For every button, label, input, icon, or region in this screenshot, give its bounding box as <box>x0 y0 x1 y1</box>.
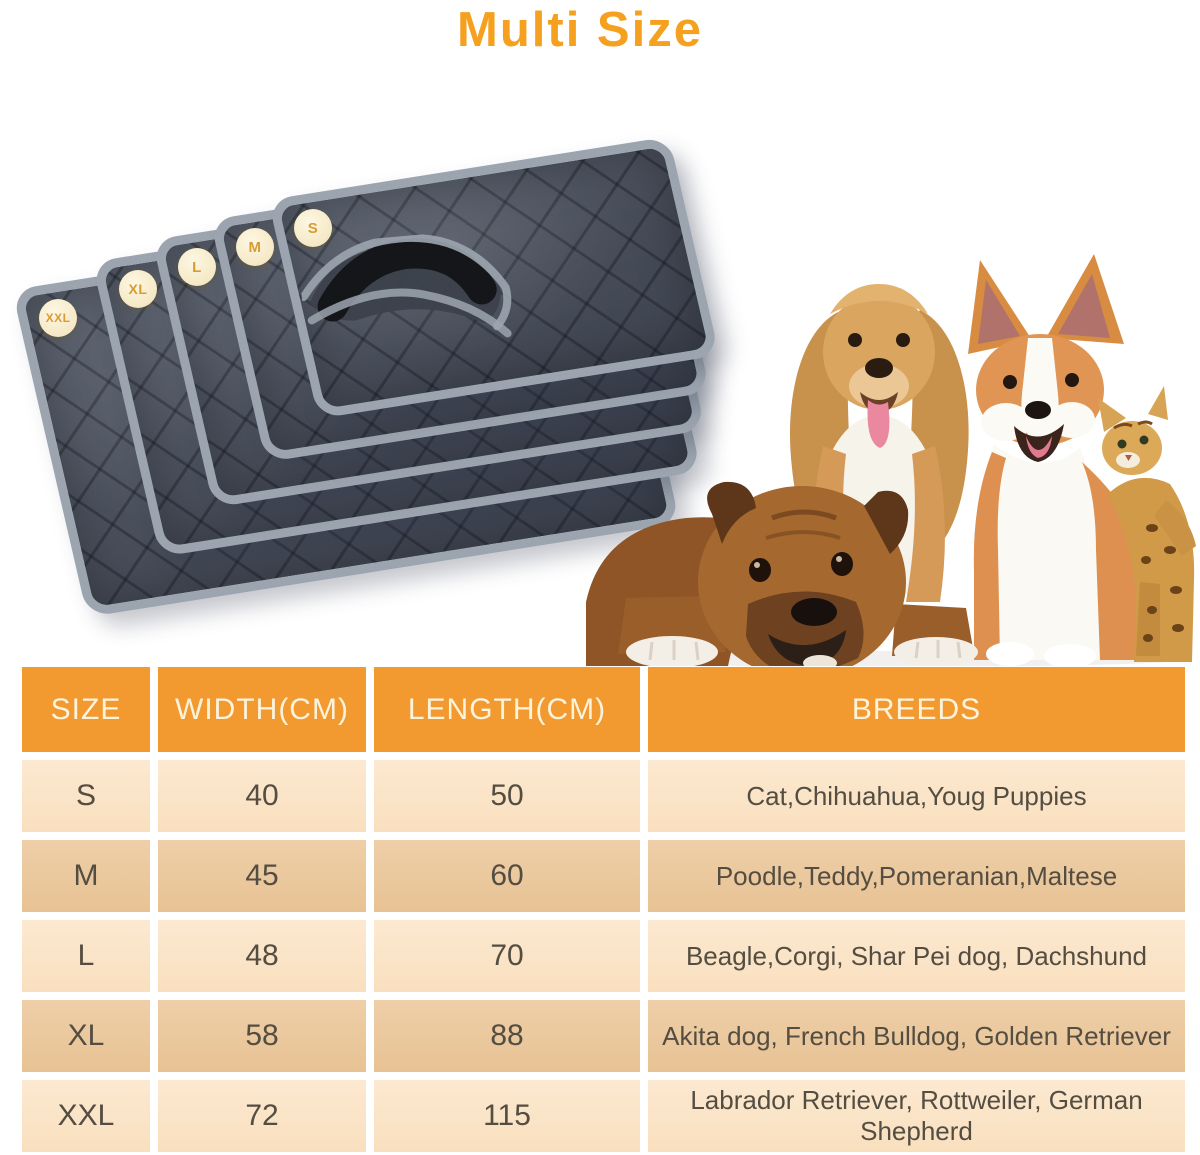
row-s-breeds: Cat,Chihuahua,Youg Puppies <box>648 760 1185 832</box>
row-xl-width: 58 <box>158 1000 366 1072</box>
size-table: SIZE WIDTH(CM) LENGTH(CM) BREEDS S 40 50… <box>22 667 1185 1152</box>
row-xxl-breeds: Labrador Retriever, Rottweiler, German S… <box>648 1080 1185 1152</box>
boxer-dog <box>586 481 978 666</box>
size-badge-l: L <box>178 248 216 286</box>
size-badge-xl: XL <box>119 270 157 308</box>
col-header-size: SIZE <box>22 667 150 752</box>
bengal-cat <box>1098 386 1196 662</box>
row-s-size: S <box>22 760 150 832</box>
carry-handle-icon <box>299 233 512 338</box>
corgi-dog <box>968 254 1162 666</box>
row-xxl-width: 72 <box>158 1080 366 1152</box>
row-s-length: 50 <box>374 760 640 832</box>
row-m-breeds: Poodle,Teddy,Pomeranian,Maltese <box>648 840 1185 912</box>
row-xxl-length: 115 <box>374 1080 640 1152</box>
size-badge-xxl: XXL <box>39 299 77 337</box>
row-xl-size: XL <box>22 1000 150 1072</box>
size-badge-s: S <box>294 209 332 247</box>
row-xl-breeds: Akita dog, French Bulldog, Golden Retrie… <box>648 1000 1185 1072</box>
row-xl-length: 88 <box>374 1000 640 1072</box>
row-l-width: 48 <box>158 920 366 992</box>
row-xxl-size: XXL <box>22 1080 150 1152</box>
pets-photo <box>586 254 1196 666</box>
row-m-length: 60 <box>374 840 640 912</box>
row-s-width: 40 <box>158 760 366 832</box>
row-l-size: L <box>22 920 150 992</box>
row-m-size: M <box>22 840 150 912</box>
col-header-width: WIDTH(CM) <box>158 667 366 752</box>
page-title: Multi Size <box>457 3 703 57</box>
col-header-length: LENGTH(CM) <box>374 667 640 752</box>
col-header-breeds: BREEDS <box>648 667 1185 752</box>
row-l-length: 70 <box>374 920 640 992</box>
row-m-width: 45 <box>158 840 366 912</box>
size-badge-m: M <box>236 228 274 266</box>
row-l-breeds: Beagle,Corgi, Shar Pei dog, Dachshund <box>648 920 1185 992</box>
